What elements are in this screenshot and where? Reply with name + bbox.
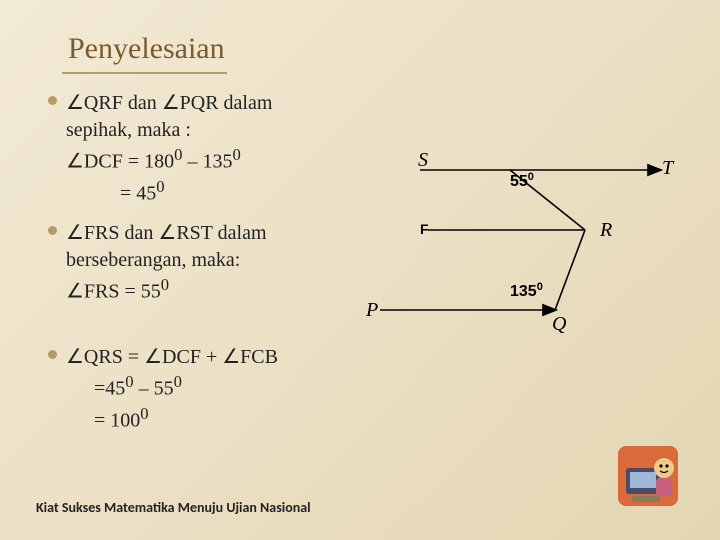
- page-title: Penyelesaian: [68, 32, 225, 66]
- sup: 0: [156, 177, 164, 196]
- angle-diagram: S T F R P Q 550 1350: [360, 130, 680, 350]
- text-line: ‒ 55: [134, 378, 174, 400]
- solution-block-3: ∠QRS = ∠DCF + ∠FCB =450 ‒ 550 = 1000: [66, 344, 278, 434]
- text-line: ∠FRS dan ∠RST dalam: [66, 222, 267, 244]
- title-underline: [62, 72, 227, 74]
- solution-block-1: ∠QRF dan ∠PQR dalam sepihak, maka : ∠DCF…: [66, 90, 272, 207]
- text-line: sepihak, maka :: [66, 119, 191, 141]
- sup: 0: [125, 372, 133, 391]
- text-line: =45: [94, 378, 125, 400]
- bullet-icon: [48, 226, 57, 235]
- solution-block-2: ∠FRS dan ∠RST dalam berseberangan, maka:…: [66, 220, 267, 306]
- text-line: = 100: [94, 409, 140, 431]
- label-s: S: [418, 149, 428, 171]
- text-line: berseberangan, maka:: [66, 249, 240, 271]
- bullet-icon: [48, 350, 57, 359]
- label-f: F: [420, 221, 429, 237]
- text-line: ∠QRS = ∠DCF + ∠FCB: [66, 346, 278, 368]
- label-t: T: [662, 157, 675, 179]
- text-line: ∠FRS = 55: [66, 281, 161, 303]
- sup: 0: [140, 404, 148, 423]
- text-line: ∠QRF dan ∠PQR dalam: [66, 92, 272, 114]
- mascot-icon: [612, 440, 684, 512]
- text-line: ∠DCF = 180: [66, 151, 174, 173]
- text-line: = 45: [120, 182, 156, 204]
- angle-135: 1350: [510, 281, 543, 300]
- bullet-icon: [48, 96, 57, 105]
- label-r: R: [599, 219, 612, 241]
- footer-text: Kiat Sukses Matematika Menuju Ujian Nasi…: [36, 499, 311, 516]
- sup: 0: [174, 372, 182, 391]
- text-line: – 135: [182, 151, 232, 173]
- sup: 0: [161, 275, 169, 294]
- label-p: P: [365, 299, 378, 321]
- line-rq: [555, 230, 585, 310]
- sup: 0: [232, 145, 240, 164]
- label-q: Q: [552, 313, 567, 335]
